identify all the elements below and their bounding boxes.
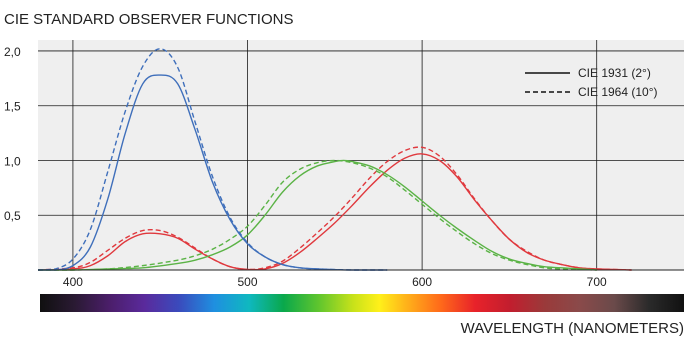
plot-area [38,40,684,270]
x-axis-label: WAVELENGTH (NANOMETERS) [461,320,684,337]
x-tick-label: 400 [63,275,83,289]
y-axis: 0,5 1,0 1,5 2,0 [4,45,21,223]
spectrum-bar [40,294,684,312]
x-tick-label: 600 [412,275,432,289]
grid [38,40,684,270]
series-line-x-1964 [37,146,632,271]
series-layer [37,48,632,271]
series-line-z-1964 [37,48,388,271]
x-tick-label: 700 [587,275,607,289]
x-axis: 400 500 600 700 [63,275,607,289]
legend-label: CIE 1964 (10°) [578,85,658,99]
x-tick-label: 500 [237,275,257,289]
series-line-x-1931 [37,153,632,271]
y-tick-label: 0,5 [4,209,21,223]
y-tick-label: 2,0 [4,45,21,59]
y-tick-label: 1,5 [4,100,21,114]
legend: CIE 1931 (2°) CIE 1964 (10°) [525,66,658,99]
legend-label: CIE 1931 (2°) [578,66,651,80]
series-line-f-1964 [38,159,597,271]
y-tick-label: 1,0 [4,154,21,168]
chart-title: CIE STANDARD OBSERVER FUNCTIONS [4,11,293,28]
series-line-f-1931 [38,159,597,271]
